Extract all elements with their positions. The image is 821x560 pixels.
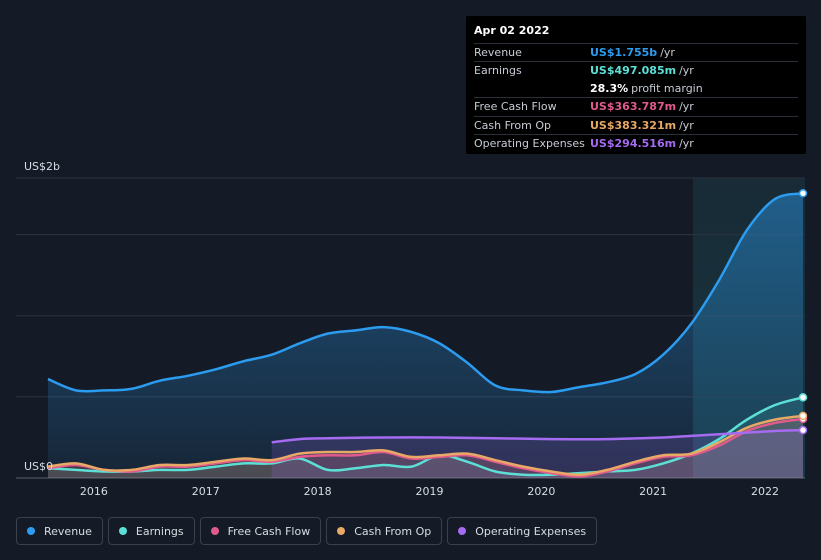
legend-dot-icon bbox=[458, 527, 467, 535]
tooltip-value: 28.3% bbox=[590, 81, 629, 95]
tooltip-value: US$383.321m bbox=[590, 118, 677, 132]
series-endpoints bbox=[798, 189, 808, 435]
x-tick-label: 2021 bbox=[639, 485, 667, 498]
endpoint-earnings bbox=[798, 393, 808, 402]
tooltip-label: Revenue bbox=[474, 46, 522, 59]
tooltip-unit: /yr bbox=[679, 100, 694, 114]
legend-label: Cash From Op bbox=[354, 524, 432, 538]
legend-dot-icon bbox=[27, 527, 35, 535]
line-cash-from-op bbox=[47, 414, 804, 477]
tooltip-label: Free Cash Flow bbox=[474, 100, 557, 114]
tooltip-date: Apr 02 2022 bbox=[474, 24, 550, 37]
legend-item-revenue[interactable]: Revenue bbox=[16, 517, 103, 545]
tooltip-unit: profit margin bbox=[631, 81, 703, 95]
legend-item-free-cash-flow[interactable]: Free Cash Flow bbox=[199, 517, 322, 545]
tooltip-unit: /yr bbox=[679, 118, 694, 132]
legend-label: Earnings bbox=[135, 524, 184, 538]
tooltip-unit: /yr bbox=[679, 64, 694, 78]
tooltip-panel: Apr 02 2022 Revenue US$1.755b /yr Earnin… bbox=[466, 16, 806, 154]
endpoint-revenue bbox=[798, 189, 808, 198]
tooltip-value: US$1.755b bbox=[590, 46, 658, 59]
y-axis-top-label: US$2b bbox=[24, 160, 61, 173]
x-tick-label: 2016 bbox=[80, 485, 108, 498]
legend-item-earnings[interactable]: Earnings bbox=[107, 517, 195, 545]
tooltip-row-revenue: Revenue US$1.755b /yr bbox=[474, 43, 798, 61]
tooltip-value: US$497.085m bbox=[590, 64, 677, 78]
line-free-cash-flow bbox=[47, 417, 804, 478]
tooltip-row-profit-margin: 28.3% profit margin bbox=[474, 80, 798, 97]
x-tick-label: 2020 bbox=[527, 485, 555, 498]
tooltip-label: Operating Expenses bbox=[474, 136, 585, 150]
tooltip-unit: /yr bbox=[660, 46, 675, 59]
tooltip-row-operating-expenses: Operating Expenses US$294.516m /yr bbox=[474, 133, 798, 152]
legend-item-operating-expenses[interactable]: Operating Expenses bbox=[447, 517, 598, 545]
tooltip-row-cash-from-op: Cash From Op US$383.321m /yr bbox=[474, 115, 798, 134]
legend-dot-icon bbox=[210, 527, 219, 535]
line-operating-expenses bbox=[271, 428, 804, 444]
endpoint-operating-expenses bbox=[798, 425, 808, 435]
area-revenue bbox=[48, 193, 803, 479]
tooltip-label: Cash From Op bbox=[474, 118, 552, 132]
tooltip-value: US$363.787m bbox=[590, 100, 677, 114]
x-tick-label: 2017 bbox=[192, 485, 220, 498]
tooltip-row-earnings: Earnings US$497.085m /yr bbox=[474, 61, 798, 79]
legend-label: Revenue bbox=[44, 524, 92, 538]
legend-label: Operating Expenses bbox=[475, 524, 587, 538]
legend-dot-icon bbox=[337, 527, 346, 535]
area-cash-from-op bbox=[48, 415, 803, 478]
x-tick-label: 2022 bbox=[751, 485, 779, 498]
line-revenue bbox=[47, 192, 804, 394]
legend-dot-icon bbox=[118, 527, 127, 535]
line-earnings bbox=[47, 396, 804, 477]
tooltip-value: US$294.516m bbox=[590, 136, 677, 150]
legend-label: Free Cash Flow bbox=[227, 524, 311, 538]
endpoint-cash-from-op bbox=[798, 411, 808, 421]
tooltip-row-free-cash-flow: Free Cash Flow US$363.787m /yr bbox=[474, 97, 798, 115]
x-tick-label: 2018 bbox=[304, 485, 332, 498]
legend-item-cash-from-op[interactable]: Cash From Op bbox=[326, 517, 443, 545]
x-tick-label: 2019 bbox=[415, 485, 443, 498]
y-axis-bottom-label: US$0 bbox=[24, 460, 54, 473]
x-axis-ticks: 2016 2017 2018 2019 2020 2021 2022 bbox=[80, 485, 779, 498]
chart-legend: Revenue Earnings Free Cash Flow Cash Fro… bbox=[16, 517, 598, 545]
tooltip-label bbox=[474, 80, 590, 97]
series-lines bbox=[47, 192, 804, 478]
tooltip-unit: /yr bbox=[679, 136, 694, 150]
tooltip-label: Earnings bbox=[474, 64, 522, 78]
